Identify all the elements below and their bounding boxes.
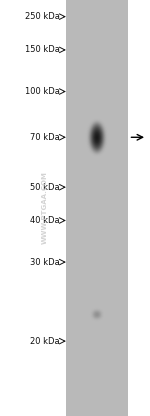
Bar bbox=[66, 0, 128, 416]
Text: 250 kDa: 250 kDa bbox=[25, 12, 60, 21]
Text: WWW.PTGAA.COM: WWW.PTGAA.COM bbox=[42, 171, 48, 245]
Text: 50 kDa: 50 kDa bbox=[30, 183, 60, 192]
Text: 70 kDa: 70 kDa bbox=[30, 133, 60, 142]
Text: 40 kDa: 40 kDa bbox=[30, 216, 60, 225]
Text: 30 kDa: 30 kDa bbox=[30, 258, 60, 267]
Text: 20 kDa: 20 kDa bbox=[30, 337, 60, 346]
Text: 150 kDa: 150 kDa bbox=[25, 45, 60, 54]
Text: 100 kDa: 100 kDa bbox=[25, 87, 60, 96]
